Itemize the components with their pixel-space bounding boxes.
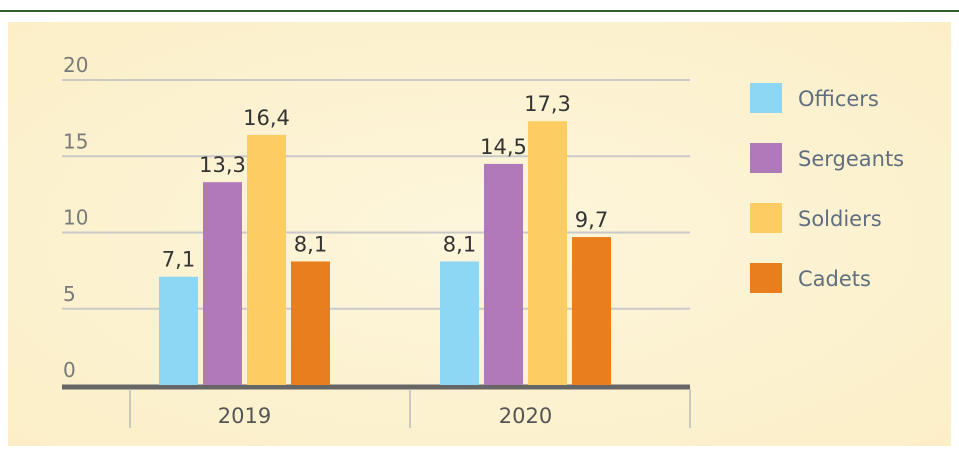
y-tick-label: 10 bbox=[63, 206, 88, 230]
y-tick-label: 5 bbox=[63, 282, 76, 306]
bar bbox=[159, 276, 198, 385]
legend-swatch bbox=[750, 83, 782, 113]
bar bbox=[440, 261, 479, 385]
bar bbox=[247, 134, 286, 385]
panel bbox=[8, 22, 951, 446]
y-tick-label: 20 bbox=[63, 53, 88, 77]
data-label: 8,1 bbox=[443, 232, 476, 256]
bar bbox=[484, 163, 523, 385]
legend-swatch bbox=[750, 263, 782, 293]
legend-label: Officers bbox=[798, 87, 879, 111]
bar bbox=[572, 237, 611, 385]
bar bbox=[291, 261, 330, 385]
x-tick-label: 2019 bbox=[218, 404, 271, 428]
legend-label: Cadets bbox=[798, 267, 871, 291]
legend-label: Soldiers bbox=[798, 207, 882, 231]
data-label: 9,7 bbox=[575, 208, 608, 232]
data-label: 7,1 bbox=[162, 248, 195, 272]
y-tick-label: 15 bbox=[63, 129, 88, 153]
data-label: 14,5 bbox=[480, 135, 527, 159]
legend-label: Sergeants bbox=[798, 147, 904, 171]
x-tick-label: 2020 bbox=[499, 404, 552, 428]
legend-swatch bbox=[750, 203, 782, 233]
legend-swatch bbox=[750, 143, 782, 173]
data-label: 17,3 bbox=[524, 92, 571, 116]
data-label: 13,3 bbox=[199, 153, 246, 177]
data-label: 16,4 bbox=[243, 106, 290, 130]
bar bbox=[528, 121, 567, 386]
data-label: 8,1 bbox=[294, 232, 327, 256]
y-tick-label: 0 bbox=[63, 358, 76, 382]
bar bbox=[203, 182, 242, 385]
